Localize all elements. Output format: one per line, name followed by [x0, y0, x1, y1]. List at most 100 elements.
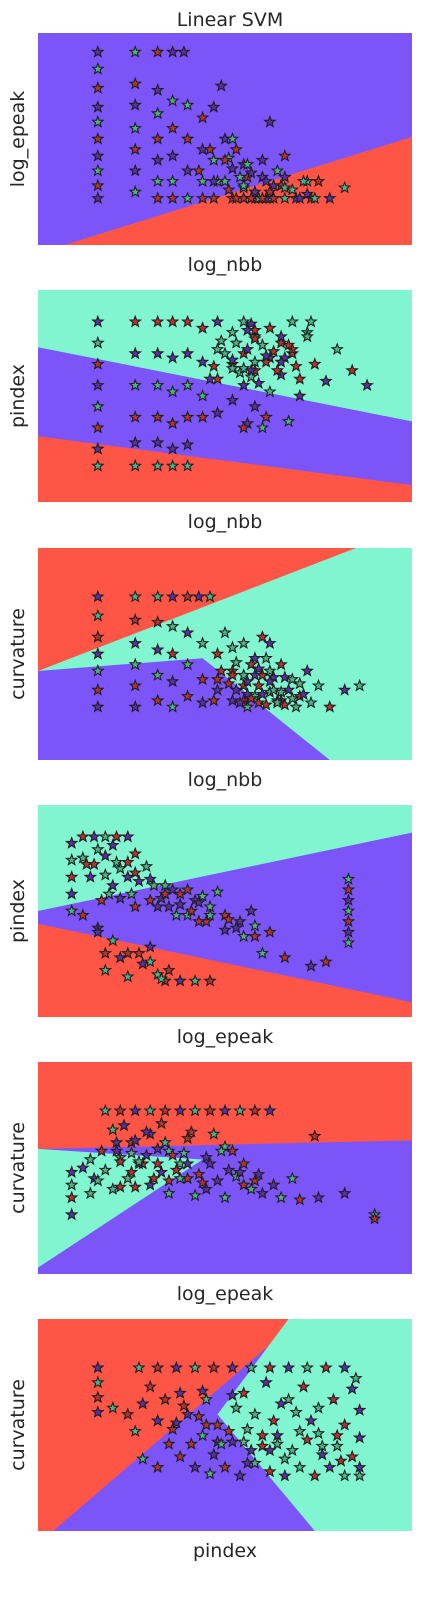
data-point [113, 1103, 127, 1117]
data-point [278, 697, 292, 711]
data-point [184, 1124, 199, 1138]
data-point [225, 1434, 240, 1448]
data-point [210, 342, 225, 356]
data-point [345, 1449, 359, 1463]
data-point [334, 1453, 348, 1467]
y-axis-label: log_epeak [7, 91, 29, 188]
data-point [251, 678, 266, 692]
data-point [233, 1103, 247, 1117]
data-point [180, 378, 195, 392]
data-point [244, 191, 258, 205]
data-point [274, 1190, 288, 1204]
data-point [229, 1400, 244, 1414]
data-point [237, 636, 251, 650]
data-point [319, 374, 333, 387]
data-point [165, 384, 180, 398]
data-point [229, 335, 244, 349]
data-point [91, 1405, 105, 1418]
data-point [326, 1392, 341, 1406]
data-point [128, 846, 143, 860]
data-point [270, 1437, 285, 1450]
data-point [285, 691, 300, 705]
data-point [274, 1396, 288, 1410]
data-point [150, 642, 165, 656]
data-point [337, 682, 352, 696]
data-point [139, 859, 154, 873]
data-point [218, 1190, 232, 1204]
data-point [315, 1439, 330, 1452]
data-point [128, 98, 143, 111]
data-point [237, 1386, 251, 1399]
data-point [150, 668, 165, 681]
data-point [91, 45, 105, 58]
data-point [237, 378, 251, 392]
data-point [259, 697, 273, 711]
data-point [278, 1451, 292, 1465]
data-point [203, 908, 217, 921]
data-point [289, 699, 303, 713]
data-point [281, 1392, 296, 1406]
data-point [195, 1428, 210, 1442]
data-point [180, 191, 195, 205]
data-point [240, 342, 255, 356]
data-point [206, 1447, 221, 1461]
data-point [352, 1430, 367, 1444]
data-point [180, 98, 195, 111]
data-point [300, 1432, 314, 1446]
data-point [169, 1162, 184, 1176]
data-point [132, 1360, 146, 1374]
data-point [300, 1360, 314, 1374]
data-point [180, 314, 195, 328]
data-point [165, 699, 180, 713]
data-point [91, 1360, 105, 1374]
data-point [248, 355, 262, 368]
data-point [349, 1371, 363, 1385]
data-point [259, 410, 273, 423]
decision-region-purple [38, 658, 330, 760]
data-point [120, 946, 135, 960]
data-point [177, 45, 191, 58]
data-point [180, 1131, 195, 1145]
subplot-6: pindex curvature [7, 1319, 412, 1562]
data-point [278, 148, 292, 162]
data-point [266, 1177, 281, 1191]
data-point [102, 886, 116, 900]
data-point [120, 1171, 135, 1185]
data-point [143, 1103, 157, 1117]
data-point [311, 1426, 326, 1440]
data-point [128, 1133, 143, 1147]
data-point [158, 1135, 172, 1149]
data-point [206, 100, 221, 113]
data-point [251, 1167, 266, 1181]
data-point [91, 441, 105, 455]
data-point [248, 668, 262, 681]
data-point [218, 153, 232, 166]
y-axis-label: curvature [7, 1379, 29, 1471]
data-point [143, 939, 157, 953]
data-point [128, 346, 143, 360]
data-point [229, 142, 244, 156]
x-axis-label: log_nbb [188, 254, 263, 276]
data-point [281, 414, 296, 428]
data-point [98, 946, 113, 960]
data-point [91, 608, 105, 622]
data-point [139, 1148, 154, 1161]
data-point [136, 1396, 150, 1410]
y-axis-label: pindex [7, 364, 29, 428]
data-point [293, 371, 307, 385]
data-point [293, 1192, 307, 1206]
data-point [173, 1449, 187, 1463]
data-point [206, 1127, 221, 1140]
data-point [255, 946, 270, 960]
data-point [214, 1437, 228, 1450]
decision-region-teal [38, 1148, 203, 1268]
data-point [192, 1167, 206, 1181]
data-point [91, 682, 105, 696]
data-point [255, 420, 270, 434]
data-point [180, 437, 195, 451]
data-point [180, 625, 195, 639]
data-point [360, 378, 374, 392]
data-point [120, 1407, 135, 1421]
data-point [128, 458, 143, 472]
data-point [199, 1182, 213, 1195]
